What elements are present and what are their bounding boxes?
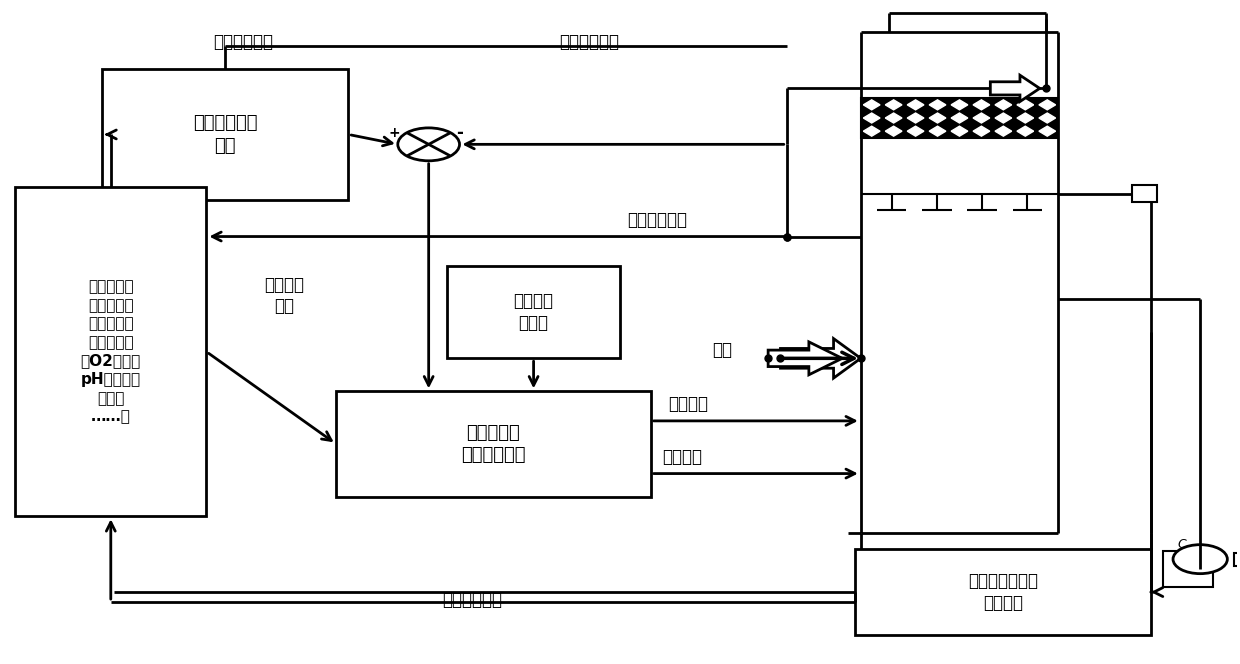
Polygon shape: [991, 75, 1039, 102]
Polygon shape: [1039, 100, 1055, 110]
Polygon shape: [863, 113, 880, 123]
Text: 执行机构的
优化控制系统: 执行机构的 优化控制系统: [461, 424, 526, 464]
Polygon shape: [863, 126, 880, 136]
Polygon shape: [1017, 100, 1034, 110]
Polygon shape: [994, 113, 1012, 123]
Text: 入口烟气参数: 入口烟气参数: [627, 211, 687, 229]
Polygon shape: [1039, 126, 1055, 136]
Polygon shape: [885, 100, 901, 110]
Polygon shape: [929, 100, 946, 110]
Bar: [1163, 551, 1213, 587]
Text: +: +: [389, 125, 401, 140]
Polygon shape: [908, 100, 924, 110]
Text: 出口浓度
误差: 出口浓度 误差: [264, 276, 304, 315]
Polygon shape: [973, 113, 990, 123]
Text: 出口浓度预测: 出口浓度预测: [213, 33, 274, 51]
Polygon shape: [1017, 126, 1034, 136]
Polygon shape: [885, 113, 901, 123]
Bar: [15, 187, 207, 517]
Text: 浆液参数: 浆液参数: [662, 448, 702, 466]
Text: 出口浓度反馈: 出口浓度反馈: [559, 33, 619, 51]
Polygon shape: [951, 113, 967, 123]
Text: 优化参数: 优化参数: [668, 396, 708, 414]
Polygon shape: [929, 126, 946, 136]
Text: 现场仪表信
号采集系统
（负荷、入
口浓度、入
口O2浓度、
pH值、循环
泵频率
……）: 现场仪表信 号采集系统 （负荷、入 口浓度、入 口O2浓度、 pH值、循环 泵频…: [81, 279, 141, 424]
Bar: [861, 98, 1058, 137]
Bar: [1234, 552, 1240, 566]
Polygon shape: [1039, 113, 1055, 123]
Polygon shape: [929, 113, 946, 123]
Polygon shape: [780, 339, 861, 378]
Polygon shape: [973, 100, 990, 110]
Circle shape: [398, 128, 460, 161]
Bar: [1132, 185, 1157, 203]
Text: 出口浓度预测
模型: 出口浓度预测 模型: [192, 114, 257, 155]
Polygon shape: [908, 126, 924, 136]
Text: -: -: [456, 124, 463, 142]
Polygon shape: [908, 113, 924, 123]
Polygon shape: [994, 126, 1012, 136]
Bar: [336, 391, 651, 497]
Polygon shape: [994, 100, 1012, 110]
Polygon shape: [863, 100, 880, 110]
Text: C: C: [1177, 538, 1185, 551]
Polygon shape: [973, 126, 990, 136]
Polygon shape: [951, 100, 967, 110]
Polygon shape: [768, 342, 842, 374]
Bar: [854, 549, 1151, 635]
Polygon shape: [951, 126, 967, 136]
Bar: [102, 68, 348, 201]
Circle shape: [1173, 544, 1228, 574]
Text: 烟气: 烟气: [713, 341, 733, 359]
Text: 出口浓度
设定值: 出口浓度 设定值: [513, 292, 553, 333]
Polygon shape: [885, 126, 901, 136]
Bar: [448, 266, 620, 359]
Text: 执行机构的连续
调节系统: 执行机构的连续 调节系统: [967, 572, 1038, 612]
Polygon shape: [1017, 113, 1034, 123]
Text: 执行机构参数: 执行机构参数: [441, 591, 502, 609]
Circle shape: [879, 552, 954, 592]
